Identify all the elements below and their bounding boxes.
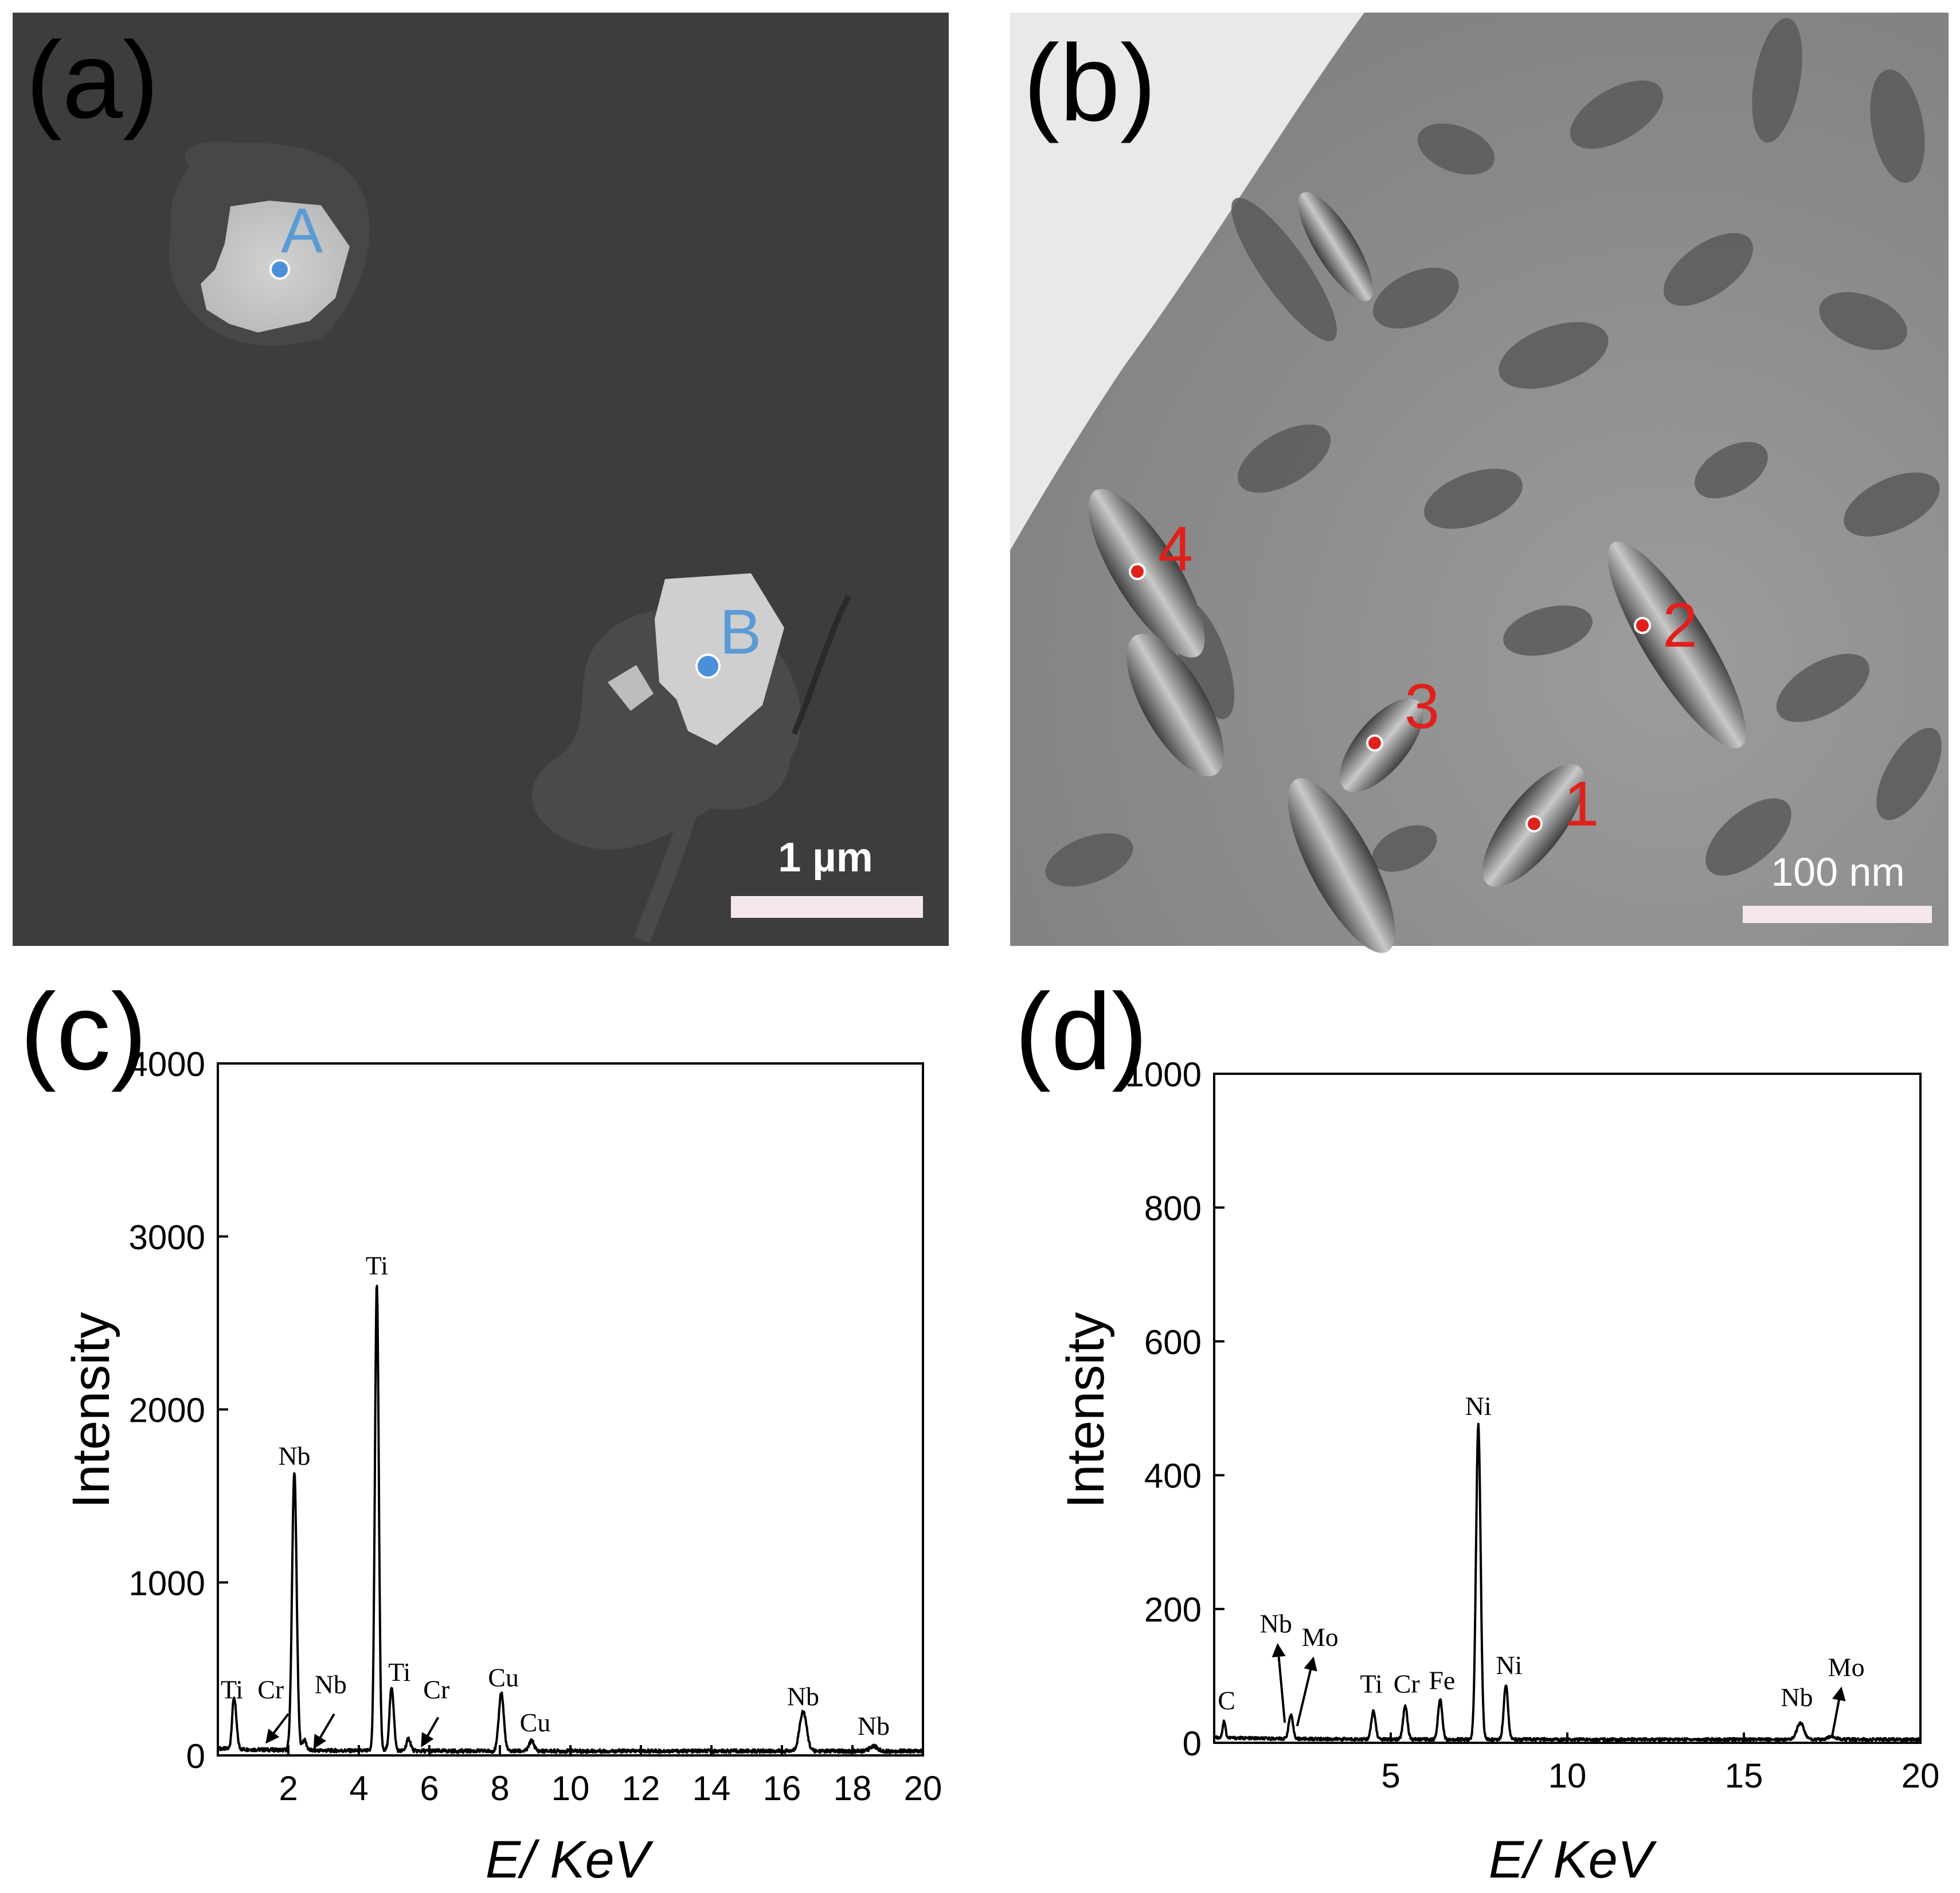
scale-bar-a (731, 896, 923, 918)
chart-d-xlabel: E/ KeV (1489, 1831, 1657, 1889)
peak-label: Cr (423, 1675, 449, 1704)
panel-b: 1 2 3 4 100 nm (b) (1010, 13, 1949, 953)
point-3-label: 3 (1405, 671, 1439, 742)
peak-label: Ti (1360, 1669, 1382, 1698)
spectrum-line (1215, 1422, 1922, 1742)
x-tick-label: 20 (1902, 1757, 1940, 1795)
chart-c-xlabel: E/ KeV (486, 1831, 654, 1889)
panel-label-c: (c) (20, 971, 147, 1093)
point-b-marker (695, 654, 721, 679)
x-tick-label: 4 (349, 1769, 368, 1808)
point-1-label: 1 (1564, 769, 1599, 839)
sem-image (13, 13, 949, 946)
y-tick-label: 4000 (129, 1045, 205, 1084)
x-tick-label: 10 (1548, 1757, 1587, 1795)
y-tick-label: 2000 (129, 1391, 205, 1430)
x-tick-label: 18 (834, 1769, 872, 1808)
peak-label: Nb (858, 1711, 890, 1741)
y-tick-label: 600 (1144, 1323, 1202, 1362)
y-tick-label: 0 (186, 1737, 205, 1775)
y-tick-label: 200 (1144, 1591, 1202, 1629)
chart-c-marks: 2 4 6 8 10 12 14 16 18 20 0 1000 2000 3000 4000 Ti Cr Nb N… (129, 1045, 942, 1808)
x-tick-label: 20 (904, 1769, 942, 1808)
chart-d-ylabel: Intensity (1057, 1312, 1115, 1509)
peak-label: C (1218, 1686, 1235, 1715)
point-a-marker (269, 259, 290, 280)
peak-label: Ti (366, 1251, 388, 1280)
annotation-arrow (1272, 1643, 1286, 1723)
plot-frame (217, 1062, 924, 1757)
annotation-arrow (313, 1713, 335, 1750)
annotation-arrow (421, 1716, 440, 1748)
point-4-marker (1129, 563, 1146, 580)
peak-label: Mo (1302, 1622, 1339, 1652)
panel-label-a: (a) (26, 19, 159, 141)
particle-a (169, 141, 370, 346)
x-tick-label: 16 (763, 1769, 801, 1808)
y-tick-label: 400 (1144, 1457, 1202, 1495)
peak-label: Nb (315, 1669, 347, 1699)
chart-c: (c) Intensity E/ KeV 2 4 6 8 10 12 14 16 18 20 0 10… (20, 971, 942, 1889)
peak-label: Fe (1429, 1666, 1455, 1695)
x-tick-label: 14 (693, 1769, 731, 1808)
annotation-arrow (1296, 1656, 1317, 1727)
x-tick-label: 15 (1725, 1757, 1763, 1795)
peak-label: Ti (388, 1657, 410, 1687)
y-tick-label: 800 (1144, 1189, 1202, 1227)
peak-label: Mo (1828, 1652, 1865, 1681)
peak-label: Ni (1465, 1391, 1492, 1421)
chart-d: (d) Intensity E/ KeV 5 10 15 20020040060080… (1015, 971, 1939, 1889)
x-tick-label: 8 (490, 1769, 509, 1808)
peak-label: Cr (257, 1675, 284, 1704)
scale-bar-label-b: 100 nm (1771, 850, 1904, 894)
y-tick-label: 1000 (1125, 1055, 1202, 1094)
point-b-label: B (719, 597, 761, 667)
scale-bar-b (1743, 906, 1932, 923)
y-tick-label: 3000 (129, 1218, 205, 1257)
peak-label: Cr (1394, 1669, 1420, 1698)
peak-label: Ni (1496, 1650, 1522, 1680)
point-3-marker (1366, 734, 1383, 752)
y-tick-label: 0 (1183, 1724, 1202, 1763)
x-tick-label: 6 (420, 1769, 439, 1808)
y-tick-label: 1000 (129, 1564, 205, 1602)
peak-label: Nb (787, 1681, 819, 1711)
x-tick-label: 10 (551, 1769, 590, 1808)
peak-label: Ti (221, 1675, 243, 1704)
particle-b (531, 573, 851, 943)
x-tick-label: 12 (622, 1769, 660, 1808)
chart-c-ylabel: Intensity (62, 1312, 120, 1509)
point-2-label: 2 (1662, 590, 1697, 660)
peak-label: Nb (1260, 1609, 1292, 1638)
point-1-marker (1525, 815, 1543, 832)
peak-label: Nb (1781, 1683, 1813, 1712)
x-tick-label: 5 (1381, 1757, 1400, 1795)
precipitates (1045, 18, 1942, 887)
panel-label-b: (b) (1023, 22, 1156, 144)
peak-label: Cu (520, 1708, 551, 1737)
point-a-label: A (281, 195, 323, 266)
x-tick-label: 2 (279, 1769, 298, 1808)
peak-label: Cu (488, 1663, 519, 1692)
scale-bar-label-a: 1 µm (778, 835, 873, 881)
peak-label: Nb (278, 1441, 310, 1470)
annotation-arrow (265, 1713, 289, 1744)
panel-a: A B 1 µm (a) (13, 13, 949, 946)
annotation-arrow (1831, 1686, 1846, 1736)
spectrum-line (218, 1285, 924, 1754)
panel-label-d: (d) (1015, 971, 1148, 1093)
point-2-marker (1634, 617, 1651, 634)
point-4-label: 4 (1158, 514, 1193, 584)
